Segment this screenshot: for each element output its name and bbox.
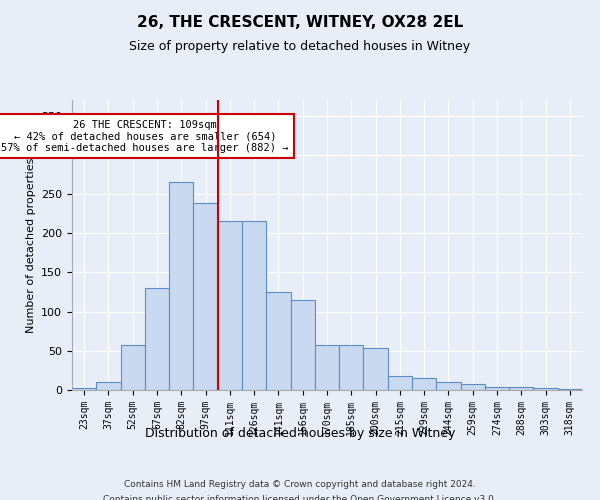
Bar <box>533 388 558 390</box>
Bar <box>121 344 145 390</box>
Bar <box>412 378 436 390</box>
Bar <box>266 292 290 390</box>
Bar <box>218 222 242 390</box>
Text: 26, THE CRESCENT, WITNEY, OX28 2EL: 26, THE CRESCENT, WITNEY, OX28 2EL <box>137 15 463 30</box>
Text: 26 THE CRESCENT: 109sqm
← 42% of detached houses are smaller (654)
57% of semi-d: 26 THE CRESCENT: 109sqm ← 42% of detache… <box>1 120 289 153</box>
Bar <box>485 387 509 390</box>
Y-axis label: Number of detached properties: Number of detached properties <box>26 158 35 332</box>
Bar <box>242 222 266 390</box>
Bar <box>72 388 96 390</box>
Bar <box>558 389 582 390</box>
Text: Contains HM Land Registry data © Crown copyright and database right 2024.: Contains HM Land Registry data © Crown c… <box>124 480 476 489</box>
Bar <box>364 348 388 390</box>
Bar <box>461 384 485 390</box>
Bar <box>388 376 412 390</box>
Bar <box>169 182 193 390</box>
Bar <box>436 382 461 390</box>
Bar <box>193 204 218 390</box>
Bar <box>509 387 533 390</box>
Text: Distribution of detached houses by size in Witney: Distribution of detached houses by size … <box>145 428 455 440</box>
Bar <box>315 344 339 390</box>
Bar <box>290 300 315 390</box>
Bar <box>145 288 169 390</box>
Bar <box>339 346 364 390</box>
Text: Contains public sector information licensed under the Open Government Licence v3: Contains public sector information licen… <box>103 495 497 500</box>
Text: Size of property relative to detached houses in Witney: Size of property relative to detached ho… <box>130 40 470 53</box>
Bar <box>96 382 121 390</box>
